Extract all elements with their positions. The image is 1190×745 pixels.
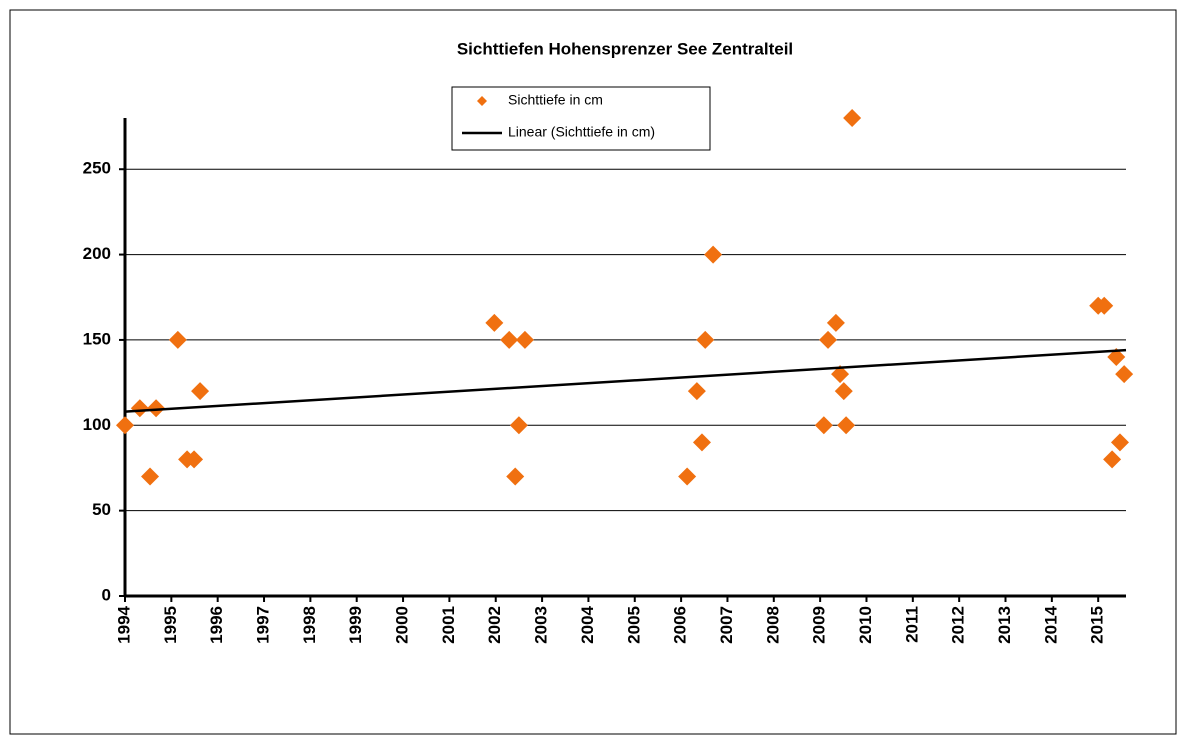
- x-tick-label: 2004: [578, 605, 597, 643]
- point: [696, 330, 715, 349]
- x-tick-label: 1997: [254, 606, 273, 644]
- point: [191, 382, 210, 401]
- point: [500, 330, 519, 349]
- x-tick-label: 2000: [393, 606, 412, 644]
- x-tick-label: 2009: [810, 606, 829, 644]
- x-tick-label: 1994: [114, 605, 133, 643]
- point: [130, 399, 149, 418]
- point: [1095, 296, 1114, 315]
- point: [515, 330, 534, 349]
- x-tick-label: 2012: [949, 606, 968, 644]
- x-tick-label: 2003: [532, 606, 551, 644]
- x-tick-label: 1995: [161, 606, 180, 644]
- y-tick-label: 100: [83, 415, 111, 434]
- x-tick-label: 2002: [485, 606, 504, 644]
- point: [826, 313, 845, 332]
- point: [837, 416, 856, 435]
- x-tick-label: 2001: [439, 606, 458, 644]
- legend-box: [451, 86, 711, 151]
- point: [1115, 365, 1134, 384]
- x-tick-label: 2015: [1088, 606, 1107, 644]
- point: [704, 245, 723, 264]
- point: [168, 330, 187, 349]
- point: [814, 416, 833, 435]
- legend-marker: [477, 96, 487, 106]
- x-tick-label: 2008: [763, 606, 782, 644]
- point: [687, 382, 706, 401]
- point: [1103, 450, 1122, 469]
- point: [509, 416, 528, 435]
- y-tick-label: 250: [83, 159, 111, 178]
- legend-label: Sichttiefe in cm: [508, 92, 603, 108]
- point: [834, 382, 853, 401]
- y-tick-label: 0: [102, 585, 111, 604]
- point: [831, 365, 850, 384]
- y-tick-label: 200: [83, 244, 111, 263]
- x-tick-label: 2010: [856, 606, 875, 644]
- x-tick-label: 2013: [995, 606, 1014, 644]
- point: [843, 109, 862, 127]
- x-tick-label: 1998: [300, 606, 319, 644]
- x-tick-label: 2014: [1041, 605, 1060, 643]
- point: [506, 467, 525, 486]
- point: [116, 416, 134, 435]
- legend-label: Linear (Sichttiefe in cm): [508, 124, 655, 140]
- x-tick-label: 1999: [346, 606, 365, 644]
- x-tick-label: 2005: [624, 606, 643, 644]
- x-tick-label: 1996: [207, 606, 226, 644]
- x-tick-label: 2011: [902, 606, 921, 643]
- point: [185, 450, 204, 469]
- y-tick-label: 50: [92, 500, 111, 519]
- point: [141, 467, 160, 486]
- point: [678, 467, 697, 486]
- trendline: [124, 348, 1127, 413]
- x-tick-label: 2007: [717, 606, 736, 644]
- chart-title: Sichttiefen Hohensprenzer See Zentraltei…: [457, 39, 793, 58]
- point: [819, 330, 838, 349]
- point: [1110, 433, 1129, 452]
- point: [1107, 348, 1126, 366]
- y-tick-label: 150: [83, 329, 111, 348]
- point: [147, 399, 166, 418]
- point: [692, 433, 711, 452]
- x-tick-label: 2006: [671, 606, 690, 644]
- point: [485, 313, 504, 332]
